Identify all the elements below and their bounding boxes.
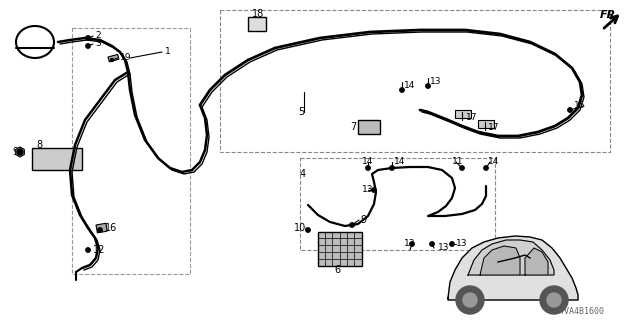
Bar <box>478 120 494 128</box>
Text: 14: 14 <box>394 157 405 166</box>
Text: TVA4B1600: TVA4B1600 <box>560 308 605 316</box>
Circle shape <box>484 166 488 170</box>
Text: 15: 15 <box>574 101 586 110</box>
Bar <box>32 148 82 170</box>
Polygon shape <box>468 240 554 275</box>
Text: 13: 13 <box>430 77 442 86</box>
Circle shape <box>463 293 477 307</box>
Text: 9: 9 <box>360 215 366 225</box>
Text: 14: 14 <box>488 157 499 166</box>
Text: 6: 6 <box>334 265 340 275</box>
Text: 1: 1 <box>165 47 171 57</box>
Text: 9: 9 <box>12 147 18 157</box>
Text: 14: 14 <box>404 82 415 91</box>
Text: 18: 18 <box>252 9 264 19</box>
Text: 13: 13 <box>362 186 374 195</box>
Circle shape <box>86 36 90 40</box>
Circle shape <box>350 223 354 227</box>
Text: 14: 14 <box>362 157 373 166</box>
Circle shape <box>460 166 464 170</box>
Text: 4: 4 <box>300 169 306 179</box>
Circle shape <box>426 84 430 88</box>
Circle shape <box>400 88 404 92</box>
Text: 12: 12 <box>93 245 106 255</box>
Circle shape <box>366 166 370 170</box>
Text: 5: 5 <box>298 107 304 117</box>
Circle shape <box>372 188 376 192</box>
Text: 11: 11 <box>452 157 463 166</box>
Polygon shape <box>15 147 24 157</box>
Text: 17: 17 <box>466 114 477 123</box>
Circle shape <box>410 242 414 246</box>
Circle shape <box>111 59 113 61</box>
Text: 10: 10 <box>294 223 307 233</box>
Bar <box>318 232 362 266</box>
Bar <box>455 110 471 118</box>
Text: 17: 17 <box>488 124 499 132</box>
Text: 3: 3 <box>95 39 100 49</box>
Circle shape <box>430 242 434 246</box>
Bar <box>220 10 610 152</box>
Bar <box>108 54 119 62</box>
Text: 19: 19 <box>120 53 131 62</box>
Circle shape <box>17 149 23 155</box>
Text: 16: 16 <box>105 223 117 233</box>
Polygon shape <box>525 248 548 275</box>
Text: 13: 13 <box>456 239 467 249</box>
Circle shape <box>456 286 484 314</box>
Bar <box>72 28 190 274</box>
Circle shape <box>86 44 90 48</box>
Text: 13: 13 <box>404 239 415 249</box>
Circle shape <box>98 228 102 232</box>
Bar <box>96 223 108 233</box>
Polygon shape <box>448 236 578 300</box>
Circle shape <box>568 108 572 112</box>
Text: FR.: FR. <box>600 10 621 20</box>
Bar <box>300 158 495 250</box>
Circle shape <box>540 286 568 314</box>
Circle shape <box>547 293 561 307</box>
Text: 8: 8 <box>36 140 42 150</box>
Polygon shape <box>480 246 520 275</box>
Text: 2: 2 <box>95 31 100 41</box>
Bar <box>358 120 380 134</box>
Bar <box>248 17 266 31</box>
Circle shape <box>390 166 394 170</box>
Circle shape <box>86 248 90 252</box>
Text: 13: 13 <box>438 244 449 252</box>
Circle shape <box>306 228 310 232</box>
Circle shape <box>450 242 454 246</box>
Text: 7: 7 <box>350 122 356 132</box>
